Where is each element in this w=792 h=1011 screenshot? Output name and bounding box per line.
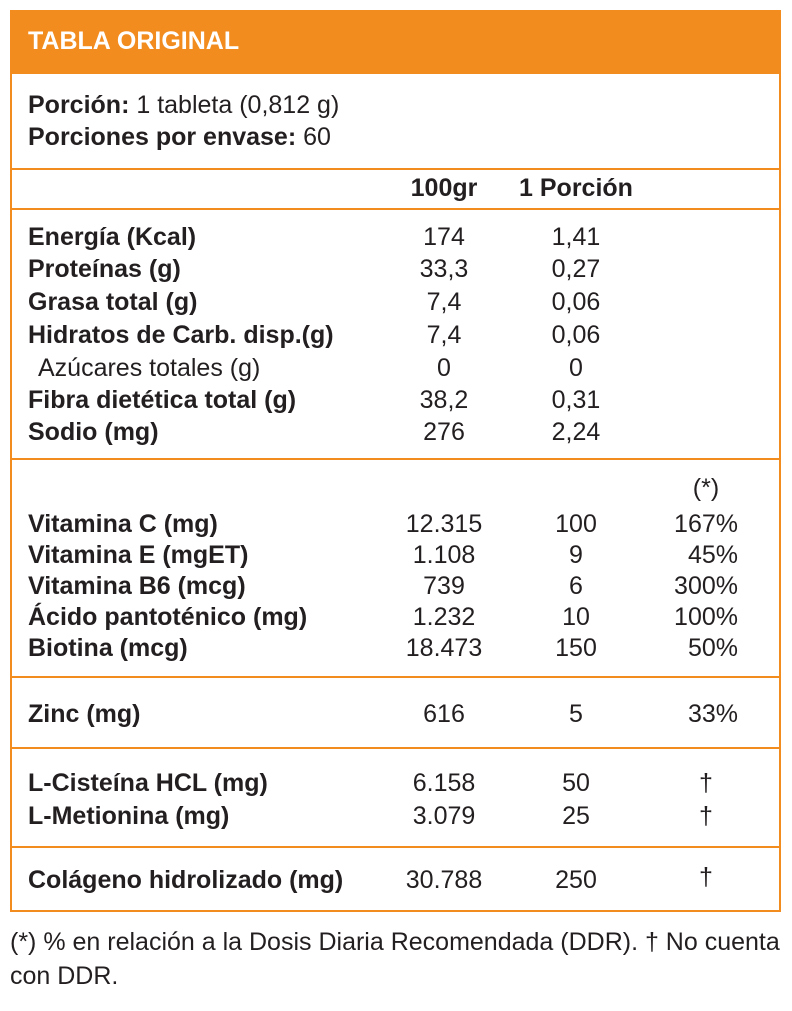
table-header: TABLA ORIGINAL [12, 12, 779, 74]
value-portion: 5 [569, 700, 583, 728]
row-label: Biotina (mcg) [28, 634, 188, 662]
row-label-sub: Azúcares totales (g) [38, 354, 261, 382]
row-label: L-Metionina (mg) [28, 802, 230, 830]
divider [12, 458, 779, 460]
value-portion: 150 [555, 634, 597, 662]
value-portion: 25 [562, 802, 590, 830]
dagger-icon: † [699, 863, 713, 891]
value-100gr: 33,3 [419, 255, 469, 283]
value-portion: 50 [562, 769, 590, 797]
value-ddr: 300% [674, 572, 738, 600]
value-portion: 2,24 [551, 418, 601, 446]
value-portion: 0,31 [551, 386, 601, 414]
value-100gr: 1.108 [412, 541, 476, 569]
value-ddr: 45% [687, 541, 738, 569]
row-label: Hidratos de Carb. disp.(g) [28, 321, 334, 349]
per-pack-line: Porciones por envase: 60 [28, 121, 331, 153]
value-100gr: 1.232 [412, 603, 476, 631]
dagger-icon: † [699, 802, 713, 830]
value-ddr: 50% [687, 634, 738, 662]
value-ddr: 100% [674, 603, 738, 631]
value-portion: 0,06 [551, 321, 601, 349]
per-pack-label: Porciones por envase: [28, 123, 297, 151]
value-portion: 10 [562, 603, 590, 631]
portion-label: Porción: [28, 91, 130, 119]
value-100gr: 18.473 [405, 634, 483, 662]
row-label: L-Cisteína HCL (mg) [28, 769, 268, 797]
row-label: Vitamina C (mg) [28, 510, 218, 538]
value-100gr: 12.315 [405, 510, 483, 538]
value-100gr: 38,2 [419, 386, 469, 414]
value-100gr: 6.158 [412, 769, 476, 797]
row-label: Energía (Kcal) [28, 223, 197, 251]
value-portion: 0,27 [551, 255, 601, 283]
value-100gr: 7,4 [426, 288, 462, 316]
row-label: Sodio (mg) [28, 418, 159, 446]
divider [12, 747, 779, 749]
value-portion: 6 [569, 572, 583, 600]
value-portion: 0 [569, 354, 583, 382]
divider [12, 168, 779, 170]
value-100gr: 3.079 [412, 802, 476, 830]
value-ddr: 167% [674, 510, 738, 538]
per-pack-value: 60 [296, 123, 331, 151]
footnote: (*) % en relación a la Dosis Diaria Reco… [10, 928, 780, 990]
table-title: TABLA ORIGINAL [28, 27, 240, 55]
portion-value: 1 tableta (0,812 g) [129, 91, 340, 119]
value-portion: 0,06 [551, 288, 601, 316]
nutrition-table: TABLA ORIGINAL Porción: 1 tableta (0,812… [10, 10, 781, 912]
column-header-100gr: 100gr [410, 174, 478, 202]
row-label: Vitamina B6 (mcg) [28, 572, 246, 600]
value-ddr: 33% [687, 700, 738, 728]
divider [12, 208, 779, 210]
row-label: Grasa total (g) [28, 288, 198, 316]
row-label: Vitamina E (mgET) [28, 541, 249, 569]
divider [12, 846, 779, 848]
dagger-icon: † [699, 769, 713, 797]
value-portion: 1,41 [551, 223, 601, 251]
value-portion: 250 [555, 866, 597, 894]
value-100gr: 174 [423, 223, 465, 251]
divider [12, 676, 779, 678]
value-100gr: 739 [423, 572, 465, 600]
value-100gr: 0 [437, 354, 451, 382]
value-100gr: 30.788 [405, 866, 483, 894]
portion-line: Porción: 1 tableta (0,812 g) [28, 89, 339, 121]
value-100gr: 276 [423, 418, 465, 446]
value-100gr: 7,4 [426, 321, 462, 349]
value-portion: 9 [569, 541, 583, 569]
column-header-ddr: (*) [692, 474, 720, 502]
row-label: Fibra dietética total (g) [28, 386, 297, 414]
value-portion: 100 [555, 510, 597, 538]
value-100gr: 616 [423, 700, 465, 728]
row-label: Zinc (mg) [28, 700, 141, 728]
row-label: Ácido pantoténico (mg) [28, 603, 308, 631]
column-header-portion: 1 Porción [519, 174, 633, 202]
row-label: Proteínas (g) [28, 255, 181, 283]
row-label: Colágeno hidrolizado (mg) [28, 866, 344, 894]
